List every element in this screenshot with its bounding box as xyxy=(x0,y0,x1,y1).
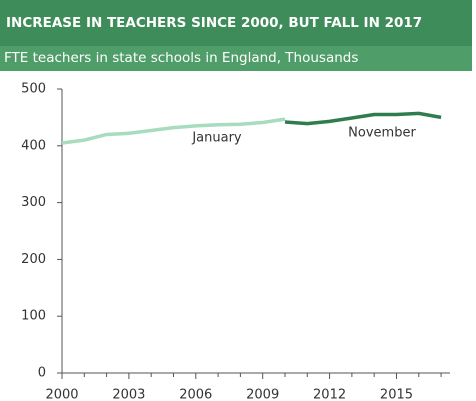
y-tick-label: 200 xyxy=(21,252,46,267)
chart-subtitle: FTE teachers in state schools in England… xyxy=(4,50,358,66)
chart-title: INCREASE IN TEACHERS SINCE 2000, BUT FAL… xyxy=(6,15,422,31)
series-label: November xyxy=(348,126,416,141)
x-tick-label: 2003 xyxy=(112,388,145,401)
y-tick-label: 500 xyxy=(21,82,46,97)
x-tick-label: 2012 xyxy=(313,388,346,401)
series-line xyxy=(61,117,286,145)
x-tick-label: 2015 xyxy=(380,388,413,401)
x-tick-label: 2000 xyxy=(45,388,78,401)
y-tick-label: 300 xyxy=(21,195,46,210)
x-tick-label: 2006 xyxy=(179,388,212,401)
subtitle-band xyxy=(0,46,472,71)
series-label: January xyxy=(191,131,242,146)
y-tick-label: 400 xyxy=(21,138,46,153)
y-tick-label: 0 xyxy=(38,366,46,381)
x-tick-label: 2009 xyxy=(246,388,279,401)
title-band xyxy=(0,0,472,46)
series-line xyxy=(284,111,442,126)
y-tick-label: 100 xyxy=(21,309,46,324)
